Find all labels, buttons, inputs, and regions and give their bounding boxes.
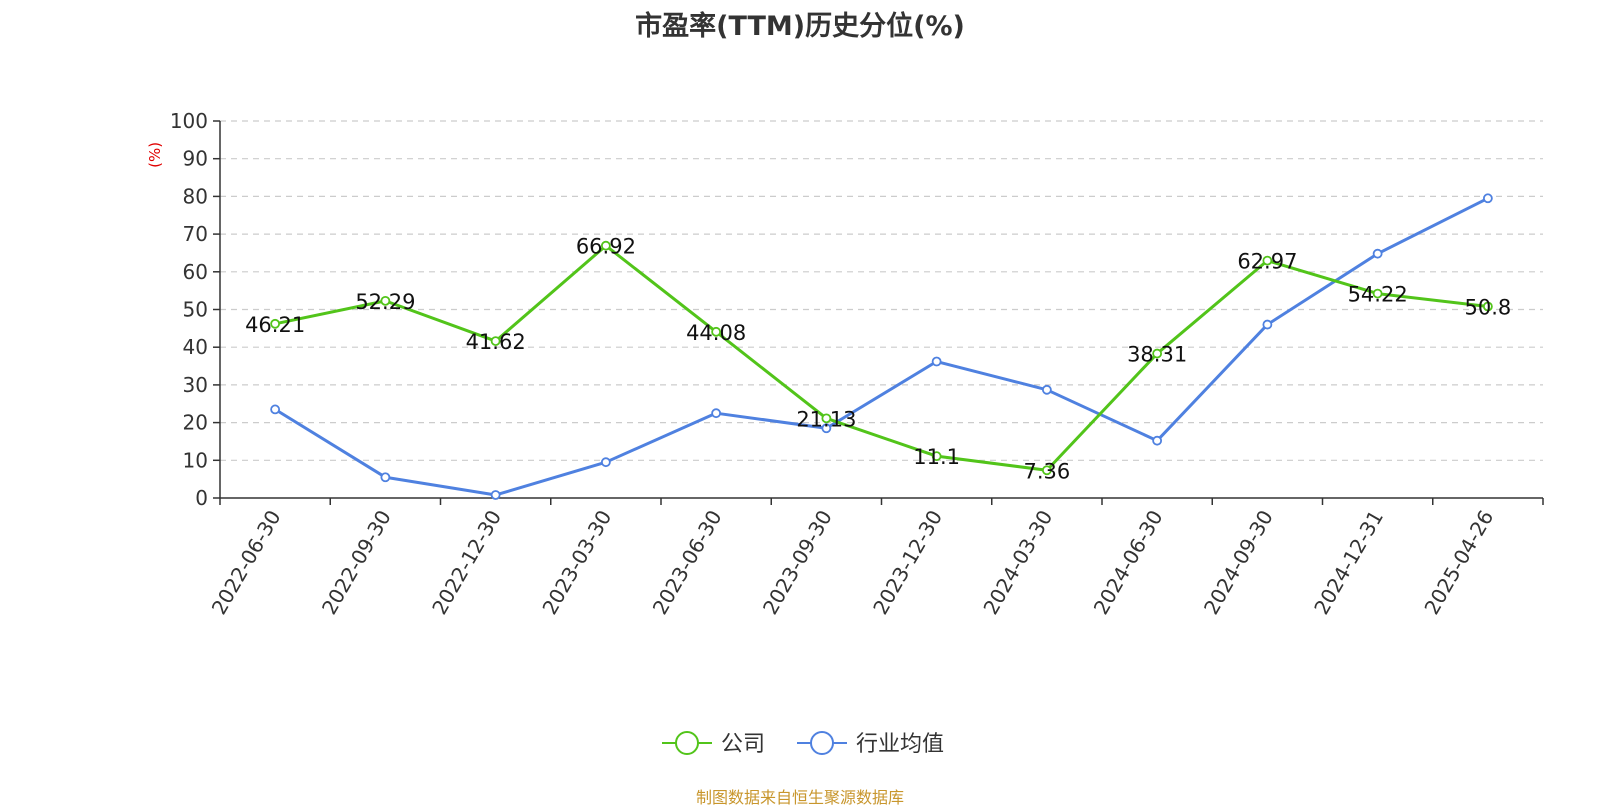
series-0-point-9	[1262, 255, 1273, 266]
data-label-1: 52.29	[355, 290, 415, 314]
source-note: 制图数据来自恒生聚源数据库	[695, 788, 904, 807]
y-tick-label-20: 20	[183, 411, 208, 435]
data-label-7: 7.36	[1023, 459, 1070, 483]
data-label-11: 50.8	[1464, 295, 1511, 319]
series-1-point-5	[821, 423, 832, 434]
legend-marker-1	[810, 731, 834, 755]
series-0-point-4	[711, 326, 722, 337]
y-tick-label-100: 100	[170, 109, 208, 133]
data-labels: 46.21 52.29 41.62 66.92 44.08 21.13 11.1 7.36 38…	[245, 235, 1511, 484]
x-tick-label-2023-06-30: 2023-06-30	[648, 506, 727, 619]
series-1-point-2	[490, 490, 501, 500]
x-tick-label-2025-04-26: 2025-04-26	[1419, 506, 1498, 619]
data-label-2: 41.62	[466, 330, 526, 354]
x-tick-label-2022-12-30: 2022-12-30	[427, 506, 506, 619]
data-label-9: 62.97	[1237, 250, 1297, 274]
x-tick-label-2024-09-30: 2024-09-30	[1199, 506, 1278, 619]
legend-label-1: 行业均值	[856, 732, 944, 757]
grid-lines	[220, 120, 1543, 461]
y-axis-label: (%)	[146, 142, 164, 168]
data-label-8: 38.31	[1127, 343, 1187, 367]
series-0-point-10	[1372, 288, 1383, 299]
y-tick-label-80: 80	[183, 184, 208, 208]
y-tick-label-60: 60	[183, 260, 208, 284]
legend-marker-0	[675, 731, 699, 755]
x-tick-label-2023-03-30: 2023-03-30	[537, 506, 616, 619]
series-0-point-2	[490, 336, 501, 346]
axes: 0 10 20 30 40 50 60 70 80 90 100 2022-06-30 2022-09-…	[170, 109, 1544, 619]
series-1-point-1	[380, 472, 391, 483]
series-line-1	[274, 196, 1489, 497]
x-tick-label-2022-06-30: 2022-06-30	[207, 506, 286, 619]
data-label-5: 21.13	[796, 407, 856, 431]
series-1-point-7	[1041, 384, 1052, 395]
series-1-point-6	[931, 356, 942, 367]
y-tick-label-70: 70	[183, 222, 208, 246]
y-tick-label-50: 50	[183, 298, 208, 322]
series-1-point-3	[600, 457, 611, 468]
y-tick-label-30: 30	[183, 373, 208, 397]
y-tick-label-0: 0	[195, 486, 208, 510]
x-tick-label-2024-03-30: 2024-03-30	[978, 506, 1057, 619]
x-tick-label-2022-09-30: 2022-09-30	[317, 506, 396, 619]
data-label-10: 54.22	[1348, 283, 1408, 307]
series-1-point-10	[1372, 248, 1383, 259]
legend-label-0: 公司	[721, 732, 765, 757]
x-tick-label-2023-12-30: 2023-12-30	[868, 506, 947, 619]
x-tick-label-2023-09-30: 2023-09-30	[758, 506, 837, 619]
data-label-0: 46.21	[245, 313, 305, 337]
series-1-point-9	[1262, 319, 1273, 330]
series-1-point-4	[711, 408, 722, 419]
x-tick-label-2024-06-30: 2024-06-30	[1089, 506, 1168, 619]
legend: 公司 行业均值	[662, 731, 944, 757]
y-tick-label-10: 10	[183, 448, 208, 472]
data-label-4: 44.08	[686, 321, 746, 345]
y-tick-label-40: 40	[183, 335, 208, 359]
series-1-point-11	[1482, 193, 1493, 204]
series	[270, 193, 1493, 500]
y-tick-label-90: 90	[183, 147, 208, 171]
series-0-point-5	[821, 413, 832, 424]
series-line-0	[274, 244, 1489, 472]
data-label-6: 11.1	[913, 445, 960, 469]
series-0-point-8	[1152, 348, 1163, 359]
series-0-point-1	[380, 295, 391, 306]
series-1-point-8	[1152, 435, 1163, 446]
data-label-3: 66.92	[576, 235, 636, 259]
series-0-point-0	[270, 318, 281, 329]
series-0-point-7	[1041, 465, 1052, 476]
series-0-point-11	[1482, 301, 1493, 312]
series-1-point-0	[270, 404, 281, 415]
x-tick-label-2024-12-31: 2024-12-31	[1309, 506, 1388, 619]
chart-title: 市盈率(TTM)历史分位(%)	[635, 11, 965, 42]
series-0-point-6	[931, 451, 942, 462]
series-0-point-3	[600, 240, 611, 251]
